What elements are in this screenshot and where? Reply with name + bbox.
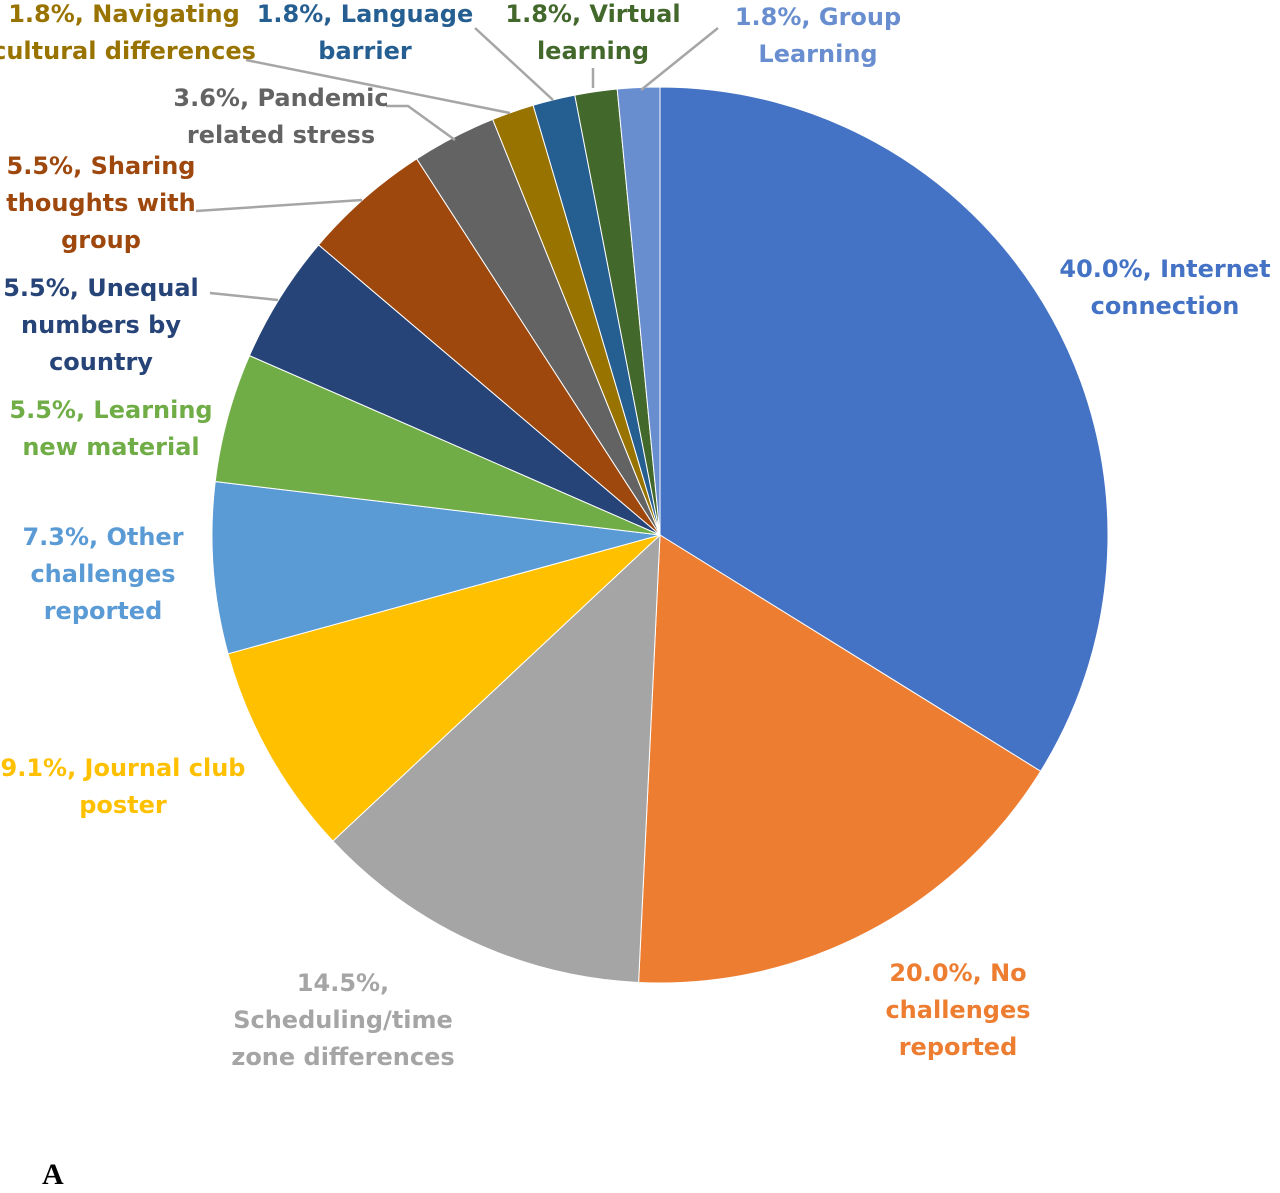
slice-label-1: 40.0%, Internet connection (1059, 255, 1270, 320)
pie-slice-2 (638, 534, 1042, 984)
slice-label-3: 14.5%, Scheduling/time zone differences (231, 969, 454, 1071)
slice-label-7-line-2: numbers by (21, 311, 181, 339)
slice-label-6-line-1: 5.5%, Learning (9, 396, 212, 424)
slice-label-9-line-1: 3.6%, Pandemic (173, 84, 388, 112)
slice-label-2-line-1: 20.0%, No (889, 959, 1026, 987)
leader-line-8 (195, 198, 363, 213)
slice-label-3-line-1: 14.5%, (297, 969, 389, 997)
slice-label-2-line-3: reported (899, 1033, 1018, 1061)
slice-label-4-line-2: poster (79, 791, 167, 819)
slice-label-11-line-2: barrier (318, 37, 412, 65)
pie-slice-1 (659, 86, 1109, 772)
slice-label-8-line-2: thoughts with (6, 189, 195, 217)
slice-label-9: 3.6%, Pandemic related stress (173, 84, 388, 149)
pie-slice-13 (616, 86, 661, 536)
pie-slice-5 (211, 480, 661, 655)
slice-label-13-line-2: Learning (758, 40, 877, 68)
slice-label-2-line-2: challenges (885, 996, 1030, 1024)
slice-label-10: 1.8%, Navigating cultural differences (0, 0, 256, 65)
slice-label-1-line-2: connection (1091, 292, 1240, 320)
leader-line-9 (386, 104, 456, 142)
slice-label-10-line-2: cultural differences (0, 37, 256, 65)
slice-label-5-line-2: challenges (30, 560, 175, 588)
slice-label-5: 7.3%, Other challenges reported (22, 523, 183, 625)
leader-lines (195, 27, 719, 302)
slice-label-8-line-3: group (61, 226, 141, 254)
leader-line-7 (209, 291, 279, 302)
slice-label-11-line-1: 1.8%, Language (257, 0, 474, 28)
slice-label-3-line-3: zone differences (231, 1043, 454, 1071)
leader-line-11 (474, 27, 554, 101)
pie-slices (211, 86, 1109, 984)
slice-label-12: 1.8%, Virtual learning (505, 0, 680, 65)
slice-label-9-line-2: related stress (187, 121, 375, 149)
slice-label-12-line-2: learning (537, 37, 649, 65)
slice-label-4: 9.1%, Journal club poster (1, 754, 246, 819)
slice-label-3-line-2: Scheduling/time (233, 1006, 453, 1034)
slice-label-7-line-1: 5.5%, Unequal (3, 274, 199, 302)
slice-label-6: 5.5%, Learning new material (9, 396, 212, 461)
slice-label-6-line-2: new material (22, 433, 199, 461)
panel-label: A (42, 1158, 64, 1191)
slice-label-13-line-1: 1.8%, Group (735, 3, 901, 31)
slice-label-5-line-1: 7.3%, Other (22, 523, 183, 551)
leader-line-10 (245, 58, 511, 115)
leader-line-13 (640, 27, 719, 91)
slice-label-7-line-3: country (49, 348, 153, 376)
slice-label-12-line-1: 1.8%, Virtual (505, 0, 680, 28)
pie-slice-3 (332, 533, 661, 984)
pie-slice-4 (227, 534, 661, 842)
slice-label-10-line-1: 1.8%, Navigating (8, 0, 240, 28)
slice-label-4-line-1: 9.1%, Journal club (1, 754, 246, 782)
slice-label-8-line-1: 5.5%, Sharing (7, 152, 196, 180)
slice-label-8: 5.5%, Sharing thoughts with group (6, 152, 195, 254)
slice-label-5-line-3: reported (44, 597, 163, 625)
slice-label-1-line-1: 40.0%, Internet (1059, 255, 1270, 283)
slice-label-7: 5.5%, Unequal numbers by country (3, 274, 199, 376)
slice-labels: 40.0%, Internet connection 20.0%, No challe… (0, 0, 1271, 1071)
slice-label-2: 20.0%, No challenges reported (885, 959, 1030, 1061)
slice-label-13: 1.8%, Group Learning (735, 3, 901, 68)
slice-label-11: 1.8%, Language barrier (257, 0, 474, 65)
